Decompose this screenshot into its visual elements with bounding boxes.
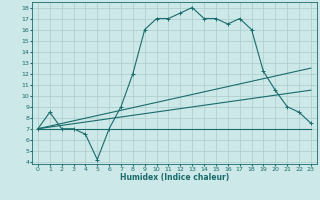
X-axis label: Humidex (Indice chaleur): Humidex (Indice chaleur) [120,173,229,182]
